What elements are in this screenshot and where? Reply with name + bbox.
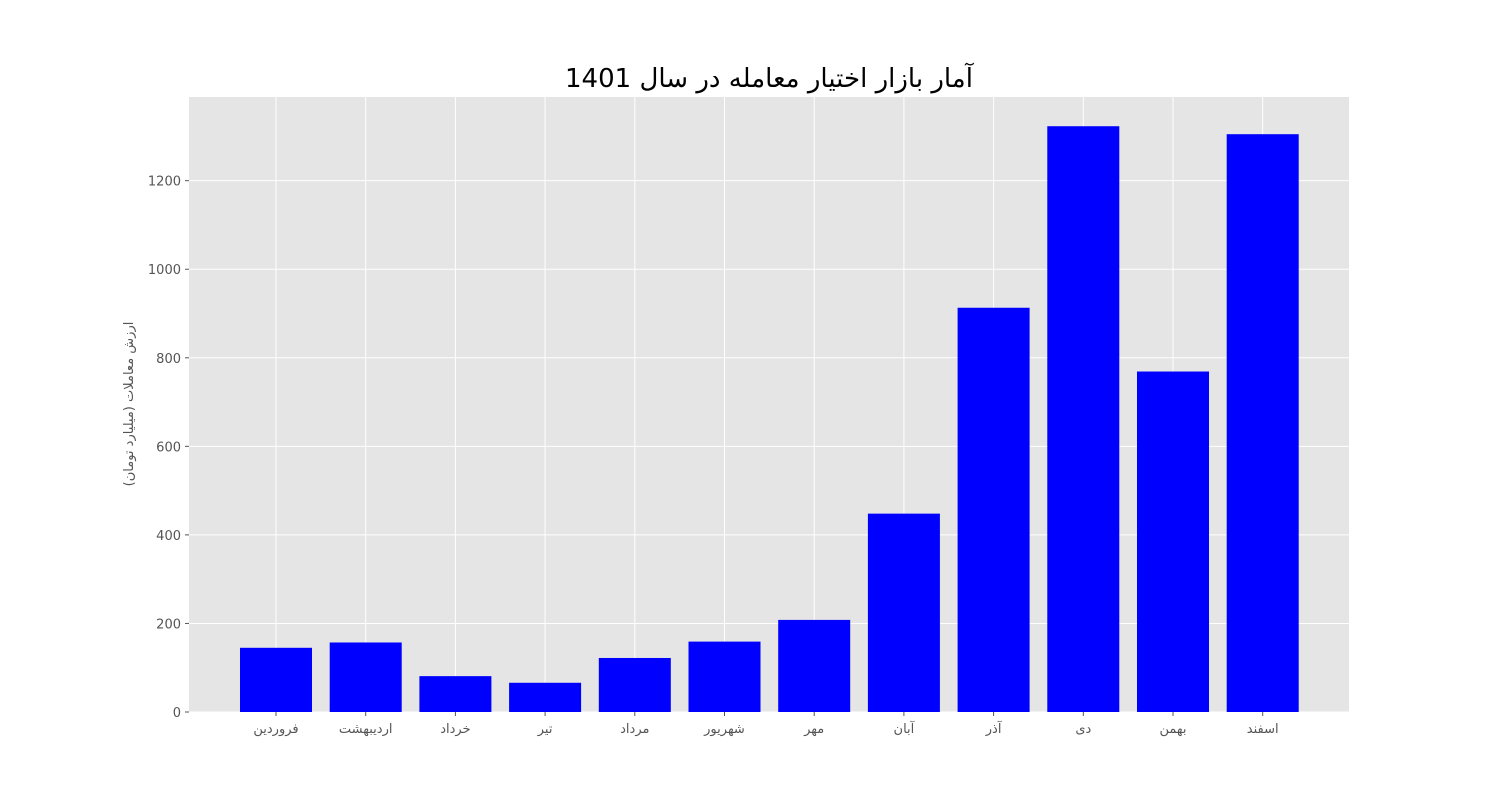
x-tick-label: تیر [537, 722, 553, 737]
bar [1137, 371, 1209, 712]
bar [509, 682, 582, 712]
bar [598, 657, 671, 712]
bar [1047, 126, 1120, 712]
x-tick-label: مهر [803, 722, 824, 737]
bar [329, 642, 402, 712]
y-tick-label: 200 [156, 617, 181, 632]
bar [1226, 134, 1299, 712]
bar [778, 619, 851, 712]
x-tick-label: خرداد [440, 722, 470, 737]
x-tick-label: مرداد [620, 722, 649, 737]
x-tick-label: اردیبهشت [339, 722, 393, 737]
x-tick-label: آبان [894, 720, 916, 737]
y-tick-label: 0 [173, 706, 181, 721]
x-tick-label: آذر [985, 720, 1003, 737]
x-tick-label: شهریور [703, 722, 745, 737]
y-axis: 0 200 400 600 800 1000 1200 [148, 175, 189, 721]
y-tick-label: 1000 [148, 263, 181, 278]
y-tick-label: 600 [156, 440, 181, 455]
y-axis-label: ارزش معاملات (میلیارد تومان) [122, 322, 137, 487]
bars [240, 126, 1299, 712]
chart-title: آمار بازار اختیار معامله در سال 1401 [565, 62, 975, 94]
x-tick-label: دی [1075, 722, 1091, 737]
x-axis: فروردین اردیبهشت خرداد تیر مرداد شهریور مهر آبا… [253, 712, 1279, 737]
x-tick-label: بهمن [1159, 722, 1186, 737]
y-tick-label: 400 [156, 529, 181, 544]
x-tick-label: اسفند [1247, 722, 1279, 737]
bar [867, 513, 940, 712]
bar [957, 307, 1030, 712]
bar [419, 676, 492, 712]
bar [240, 647, 312, 712]
y-tick-label: 1200 [148, 175, 181, 190]
x-tick-label: فروردین [253, 722, 298, 737]
bar [688, 641, 761, 712]
y-tick-label: 800 [156, 352, 181, 367]
